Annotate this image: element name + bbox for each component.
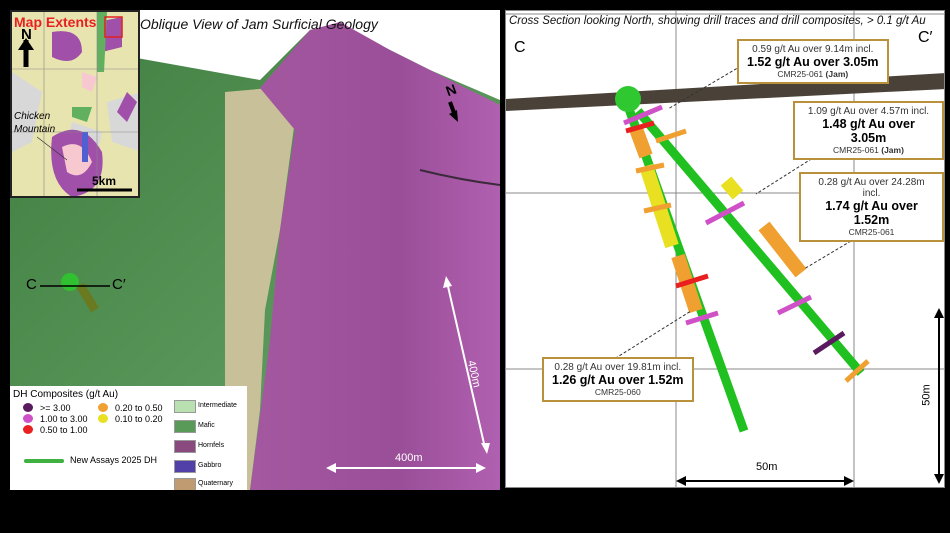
scale-horizontal: 400m [395,452,423,464]
legend-unit-label: Intermediate [198,402,237,409]
scale-vertical: 50m [920,384,933,406]
inset-scale-label: 5km [92,174,117,188]
assay-callout: 1.09 g/t Au over 4.57m incl. 1.48 g/t Au… [793,101,944,160]
legend-composite-label: 1.00 to 3.00 [40,414,88,424]
legend-composite-label: >= 3.00 [40,403,71,413]
assay-callout: 0.28 g/t Au over 19.81m incl. 1.26 g/t A… [542,357,694,402]
chicken-mountain-label: Chicken Mountain [14,111,56,135]
legend-title: DH Composites (g/t Au) [13,389,119,400]
legend-unit-label: Quaternary [198,480,234,487]
assay-callout: 0.59 g/t Au over 9.14m incl. 1.52 g/t Au… [737,39,889,84]
inset-north-label: N [21,26,32,43]
cross-section-panel: Cross Section looking North, showing dri… [505,10,945,488]
section-end-label: C′ [918,29,933,46]
panel-title: Cross Section looking North, showing dri… [509,15,926,27]
hornfels-unit [250,22,500,490]
geology-surface [10,10,500,490]
legend-unit-label: Gabbro [198,462,222,469]
inset-title: Map Extents [14,14,97,30]
legend-composite-label: 0.20 to 0.50 [115,403,163,413]
drillhole-legend-label: New Assays 2025 DH [70,455,158,465]
legend-unit-label: Hornfels [198,442,225,449]
drillhole-symbol [24,459,64,463]
oblique-view-panel: Oblique View of Jam Surficial Geology N … [10,10,500,490]
inset-map: Map Extents N Chicken Mountain 5km [10,10,140,198]
legend-composite-label: 0.50 to 1.00 [40,425,88,435]
legend: DH Composites (g/t Au) >= 3.00 1.00 to 3… [10,386,247,490]
panel-title: Oblique View of Jam Surficial Geology [140,16,378,32]
section-start-label: C [26,276,37,293]
section-end-label: C′ [112,276,126,293]
scale-horizontal: 50m [756,461,778,473]
section-start-label: C [514,39,526,56]
assay-callout: 0.28 g/t Au over 24.28m incl. 1.74 g/t A… [799,172,944,242]
legend-composite-label: 0.10 to 0.20 [115,414,163,424]
legend-unit-label: Mafic [198,422,215,429]
